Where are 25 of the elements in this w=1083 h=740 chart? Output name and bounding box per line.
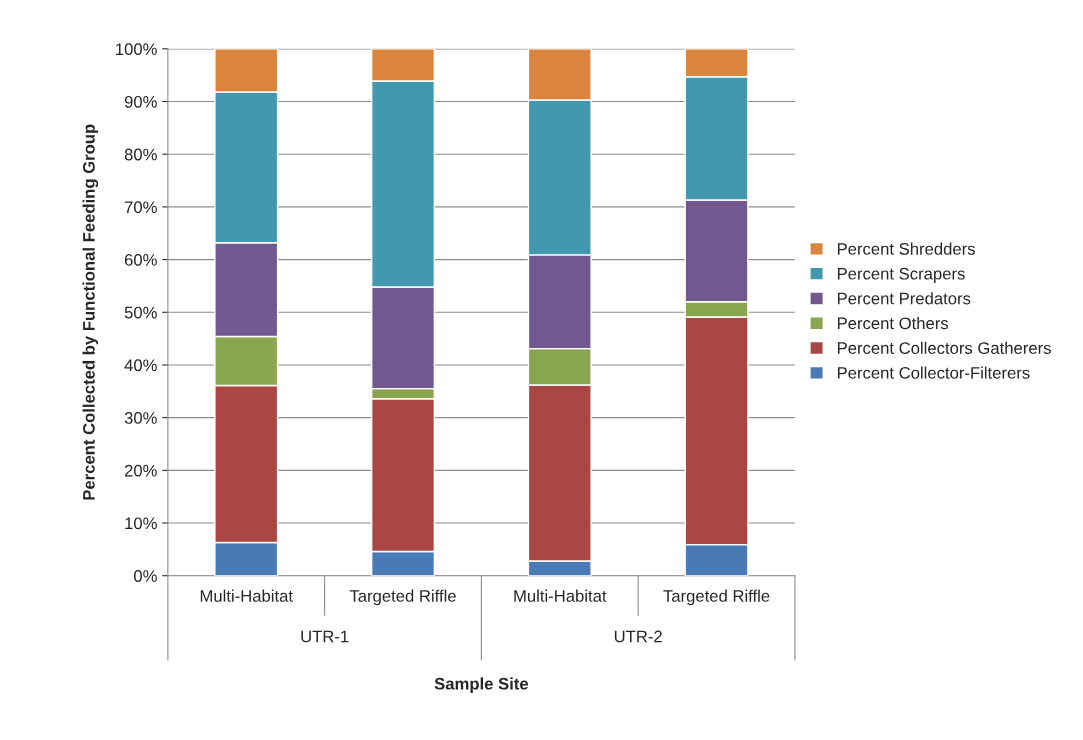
x-axis-title: Sample Site bbox=[434, 677, 529, 693]
legend-label: Percent Scrapers bbox=[837, 267, 965, 283]
y-tick-label: 50% bbox=[124, 306, 157, 319]
text: UTR-1 bbox=[301, 630, 349, 643]
y-tick-label: 30% bbox=[124, 412, 157, 424]
legend-label: Percent Collector-Filterers bbox=[837, 366, 1030, 379]
y-tick-label: 40% bbox=[124, 359, 157, 372]
y-tick-label: 70% bbox=[124, 201, 157, 214]
y-tick-label: 20% bbox=[124, 464, 157, 477]
y-axis-title: Percent Collected by Functional Feeding Group bbox=[82, 124, 99, 500]
text: UTR-2 bbox=[614, 630, 662, 643]
y-tick-label: 0% bbox=[134, 570, 157, 582]
x-tick-label: Multi-Habitat bbox=[514, 589, 607, 602]
y-tick-label: 10% bbox=[125, 517, 157, 530]
y-tick-label: 80% bbox=[124, 148, 157, 161]
y-tick-label: 100% bbox=[116, 43, 157, 56]
y-tick-label: 90% bbox=[124, 95, 157, 108]
y-tick-label: 60% bbox=[124, 253, 157, 266]
legend-label: Percent Others bbox=[837, 316, 949, 330]
legend-label: Percent Shredders bbox=[837, 242, 975, 255]
x-tick-label: Multi-Habitat bbox=[200, 589, 293, 602]
legend-label: Percent Predators bbox=[837, 292, 971, 305]
x-tick-label: Targeted Riffle bbox=[663, 589, 770, 606]
x-tick-label: Targeted Riffle bbox=[349, 589, 456, 606]
legend-label: Percent Collectors Gatherers bbox=[837, 341, 1051, 354]
